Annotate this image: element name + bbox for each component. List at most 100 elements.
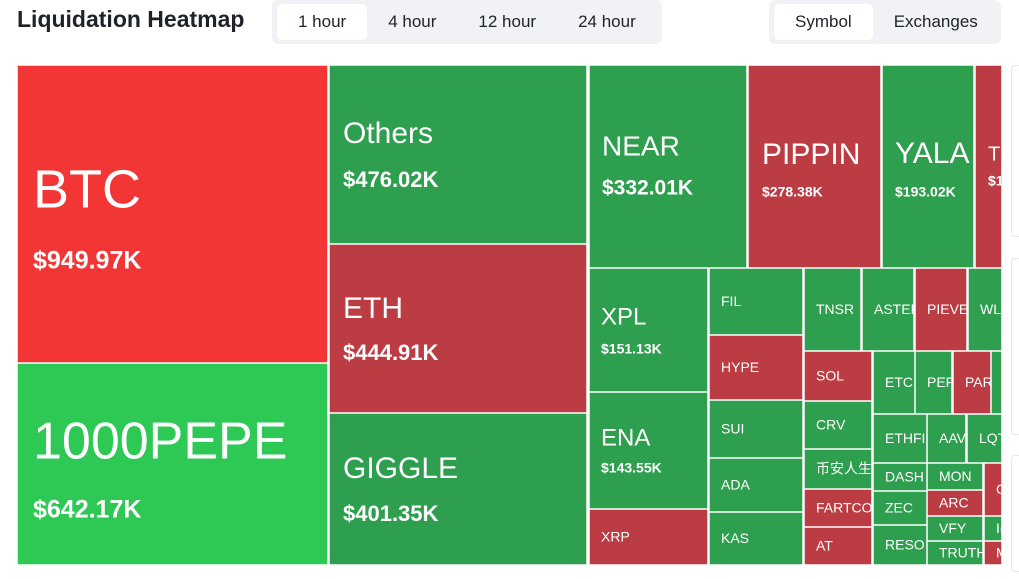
- tile-box: [804, 351, 872, 401]
- time-tab[interactable]: 12 hour: [478, 12, 537, 31]
- tile[interactable]: VFY: [927, 516, 983, 541]
- tile-box: [927, 414, 966, 463]
- tile-box: [882, 65, 974, 268]
- tile-symbol: GIGGLE: [343, 452, 458, 485]
- tile-symbol: KAS: [721, 530, 749, 546]
- tile-box: [709, 335, 803, 400]
- tile-value: $332.01K: [602, 177, 693, 200]
- tile-value: $949.97K: [33, 247, 141, 275]
- tile[interactable]: RESO: [873, 525, 927, 565]
- tile[interactable]: PEF: [915, 351, 954, 414]
- tile-box: [329, 65, 587, 244]
- page-title: Liquidation Heatmap: [17, 6, 245, 32]
- tile-box: [589, 509, 708, 565]
- tile-symbol: WL: [980, 301, 1001, 317]
- tile-box: [927, 463, 983, 490]
- tile[interactable]: ETHFI: [873, 414, 927, 463]
- tile-symbol: RESO: [885, 537, 925, 553]
- tile[interactable]: SOL: [804, 351, 872, 401]
- tile[interactable]: ENA $143.55K: [589, 392, 708, 509]
- tile-symbol: ADA: [721, 477, 750, 493]
- tile[interactable]: GIGGLE $401.35K: [329, 413, 587, 565]
- tile[interactable]: SUI: [709, 400, 803, 458]
- tile-symbol: PIPPIN: [762, 138, 860, 171]
- tile-box: [927, 490, 983, 516]
- tile[interactable]: PIEVE: [915, 268, 968, 351]
- tile[interactable]: PIPPIN $278.38K: [748, 65, 881, 268]
- tile[interactable]: G: [984, 463, 1007, 516]
- tile[interactable]: 1000PEPE $642.17K: [17, 363, 328, 565]
- tile[interactable]: ASTER: [862, 268, 921, 351]
- tile-box: [862, 268, 914, 351]
- tile[interactable]: T $1: [975, 65, 1004, 268]
- tile-symbol: VFY: [939, 520, 967, 536]
- tile-symbol: LQT: [979, 430, 1007, 446]
- tile-symbol: FIL: [721, 293, 741, 309]
- tile[interactable]: AT: [804, 527, 872, 565]
- tile[interactable]: PAR: [953, 351, 993, 414]
- tile-box: [17, 65, 328, 363]
- time-tabs: 1 hour 4 hour 12 hour 24 hour: [272, 0, 662, 44]
- tile[interactable]: KAS: [709, 512, 803, 565]
- tile-value: $642.17K: [33, 496, 141, 524]
- tile-symbol: TNSR: [816, 301, 854, 317]
- tile-symbol: NEAR: [602, 130, 680, 161]
- tile[interactable]: FIL: [709, 268, 803, 335]
- tile[interactable]: ETC: [873, 351, 915, 414]
- tile-box: [975, 65, 1002, 268]
- tile-box: [968, 268, 1002, 351]
- tile[interactable]: FARTCO: [804, 489, 873, 527]
- tile-symbol: ETHFI: [885, 430, 925, 446]
- tile[interactable]: Others $476.02K: [329, 65, 587, 244]
- tile[interactable]: ADA: [709, 458, 803, 512]
- tile[interactable]: XPL $151.13K: [589, 268, 708, 392]
- tile[interactable]: ZEC: [873, 491, 927, 525]
- tile-value: $151.13K: [601, 341, 662, 357]
- tile[interactable]: HYPE: [709, 335, 803, 400]
- tile[interactable]: MON: [927, 463, 983, 490]
- tile[interactable]: AAV: [927, 414, 967, 463]
- tile[interactable]: TNSR: [804, 268, 861, 351]
- view-tabs: Symbol Exchanges: [769, 0, 1001, 44]
- tile-box: [967, 414, 1002, 463]
- tile-value: $193.02K: [895, 184, 956, 200]
- tile[interactable]: ETH $444.91K: [329, 244, 587, 413]
- view-tab[interactable]: Exchanges: [893, 12, 978, 31]
- tile-box: [873, 525, 927, 565]
- tile[interactable]: ARC: [927, 490, 983, 516]
- tile-symbol: XRP: [601, 529, 630, 545]
- view-tab[interactable]: Symbol: [774, 4, 873, 40]
- time-tab[interactable]: 4 hour: [388, 12, 437, 31]
- tile[interactable]: I(: [984, 516, 1005, 541]
- tile-symbol: PIEVE: [927, 301, 968, 317]
- tile-symbol: M: [996, 545, 1008, 561]
- tile-symbol: DASH: [885, 469, 924, 485]
- tile[interactable]: XRP: [589, 509, 708, 565]
- tile-box: [709, 400, 803, 458]
- tile-value: $444.91K: [343, 340, 439, 365]
- tile-box: [589, 65, 747, 268]
- tile-symbol: Others: [343, 117, 433, 150]
- tile[interactable]: BTC $949.97K: [17, 65, 328, 363]
- tile-value: $401.35K: [343, 501, 439, 526]
- tile[interactable]: 币安人生: [804, 449, 872, 489]
- tile-box: [927, 516, 983, 541]
- tile-symbol: HYPE: [721, 359, 759, 375]
- tile-box: [804, 527, 872, 565]
- time-tab[interactable]: 24 hour: [578, 12, 636, 31]
- side-panel: [1011, 455, 1019, 572]
- tile[interactable]: TRUTH: [927, 541, 986, 565]
- tile[interactable]: CRV: [804, 401, 872, 449]
- tile[interactable]: NEAR $332.01K: [589, 65, 747, 268]
- tile[interactable]: YALA $193.02K: [882, 65, 974, 268]
- tile-symbol: 1000PEPE: [33, 413, 287, 471]
- tile[interactable]: LQT: [967, 414, 1007, 463]
- tile-box: [17, 363, 328, 565]
- tile[interactable]: DASH: [873, 463, 927, 491]
- tile-symbol: ETC: [885, 374, 913, 390]
- tile[interactable]: WL: [968, 268, 1002, 351]
- time-tab[interactable]: 1 hour: [277, 4, 368, 40]
- tile[interactable]: M: [984, 541, 1008, 565]
- side-panel: [1011, 65, 1019, 237]
